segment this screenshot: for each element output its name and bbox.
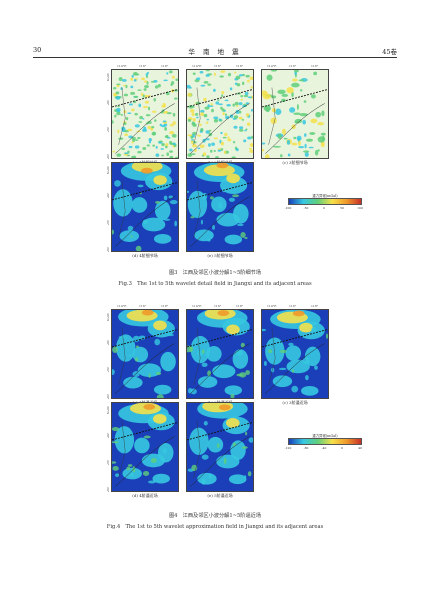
fig3-lon-tick: 116° [289,64,297,68]
fig4-panel-b [186,309,254,399]
fig3-panel-c [261,69,329,159]
fig4-lat-tick: 26° [106,460,110,466]
fig4-lat-tick: 26° [106,367,110,373]
fig4-colorbar-gradient [288,438,362,445]
fig3-panel-label: (d) 4阶细节场 [132,253,158,258]
fig3-lat-tick: 24° [106,247,110,253]
fig3-panel-map [112,70,178,158]
fig3-panel-label: (e) 5阶细节场 [207,253,233,258]
fig4-cbar-tick: -80 [303,446,309,450]
fig4-panel-label: (c) 3阶逼近场 [282,400,308,405]
fig3-panel-e [186,162,254,252]
fig3-caption-cn: 图3 江西及邻区小波分解1~5阶细节场 [168,270,262,276]
fig3-lon-tick: 116° [139,64,147,68]
fig3-cbar-tick: 100 [357,206,363,210]
fig4-panel-a [111,309,179,399]
fig4-lat-tick: 24° [106,394,110,400]
fig3-lat-tick: 24° [106,154,110,160]
fig4-panel-map [187,310,253,398]
fig3-lat-tick: 28° [106,100,110,106]
fig3-lon-tick: 114°E [192,64,202,68]
fig4-caption-cn: 图4 江西及邻区小波分解1~5阶逼近场 [168,513,262,519]
fig4-lon-tick: 118° [161,304,169,308]
fig4-panel-c [261,309,329,399]
fig3-lat-tick: 28° [106,193,110,199]
fig4-lat-tick: 30°N [106,406,110,414]
fig4-lat-tick: 28° [106,433,110,439]
fig4-lat-tick: 30°N [106,313,110,321]
fig3-panel-map [112,163,178,251]
fig3-panel-map [262,70,328,158]
fig4-lon-tick: 114°E [192,304,202,308]
fig3-panel-map [187,163,253,251]
fig4-lat-tick: 24° [106,487,110,493]
fig3-caption-en: Fig.3 The 1st to 5th wavelet detail fiel… [118,281,312,287]
fig3-lat-tick: 30°N [106,73,110,81]
fig3-lon-tick: 118° [311,64,319,68]
fig3-panel-b [186,69,254,159]
fig4-panel-map [262,310,328,398]
fig3-panel-d [111,162,179,252]
fig4-lon-tick: 116° [139,304,147,308]
page-header: 30 华 南 地 震 45卷 [33,46,397,58]
fig4-lon-tick: 118° [311,304,319,308]
fig4-cbar-tick: -120 [284,446,292,450]
fig3-cbar-tick: 0 [323,206,325,210]
fig3-panel-a [111,69,179,159]
fig3-lon-tick: 114°E [267,64,277,68]
fig3-lat-tick: 26° [106,220,110,226]
fig4-panel-map [187,403,253,491]
fig3-cbar-tick: -50 [303,206,309,210]
fig3-panel-map [187,70,253,158]
fig4-lon-tick: 116° [214,304,222,308]
fig3-colorbar-title: 重力异常(mGal) [312,194,338,198]
fig4-panel-e [186,402,254,492]
fig4-cbar-tick: 40 [358,446,362,450]
fig4-lon-tick: 114°E [267,304,277,308]
fig4-lon-tick: 118° [236,304,244,308]
fig4-colorbar: 重力异常(mGal) -120 -80 -40 0 40 [284,433,362,451]
fig3-colorbar-ticks: -100 -50 0 50 100 [284,205,363,211]
fig3-colorbar: 重力异常(mGal) -100 -50 0 50 100 [284,193,363,211]
header-rule [33,57,397,58]
fig4-panel-map [112,403,178,491]
fig3-cbar-tick: 50 [340,206,344,210]
fig3-panel-label: (c) 3阶细节场 [282,160,308,165]
fig3-lon-tick: 118° [161,64,169,68]
fig4-panel-label: (e) 5阶逼近场 [207,493,233,498]
journal-title: 华 南 地 震 [188,48,242,56]
fig3-lon-tick: 114°E [117,64,127,68]
fig4-cbar-tick: -40 [321,446,327,450]
fig3-cbar-tick: -100 [284,206,292,210]
fig3-lon-tick: 118° [236,64,244,68]
fig4-lon-tick: 114°E [117,304,127,308]
fig4-panel-label: (d) 4阶逼近场 [132,493,158,498]
fig4-lat-tick: 28° [106,340,110,346]
volume-number: 45卷 [382,48,397,56]
fig3-lat-tick: 26° [106,127,110,133]
fig4-colorbar-ticks: -120 -80 -40 0 40 [284,445,362,451]
fig4-panel-map [112,310,178,398]
fig4-panel-d [111,402,179,492]
fig4-cbar-tick: 0 [341,446,343,450]
page-number: 30 [33,46,42,54]
fig3-colorbar-gradient [288,198,362,205]
fig4-colorbar-title: 重力异常(mGal) [312,434,338,438]
fig4-lon-tick: 116° [289,304,297,308]
fig4-caption-en: Fig.4 The 1st to 5th wavelet approximati… [106,524,324,530]
fig3-lat-tick: 30°N [106,166,110,174]
fig3-lon-tick: 116° [214,64,222,68]
